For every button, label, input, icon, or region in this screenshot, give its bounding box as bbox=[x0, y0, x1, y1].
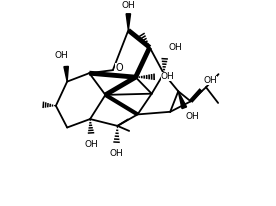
Polygon shape bbox=[178, 91, 187, 109]
Text: OH: OH bbox=[84, 140, 98, 149]
Text: O: O bbox=[115, 63, 123, 73]
Text: OH: OH bbox=[121, 1, 135, 10]
Polygon shape bbox=[126, 14, 131, 30]
Polygon shape bbox=[64, 66, 68, 82]
Text: OH: OH bbox=[186, 112, 200, 121]
Text: OH: OH bbox=[168, 43, 182, 52]
Text: OH: OH bbox=[203, 76, 217, 85]
Text: OH: OH bbox=[54, 51, 68, 60]
Text: OH: OH bbox=[161, 72, 175, 81]
Text: OH: OH bbox=[110, 149, 123, 158]
